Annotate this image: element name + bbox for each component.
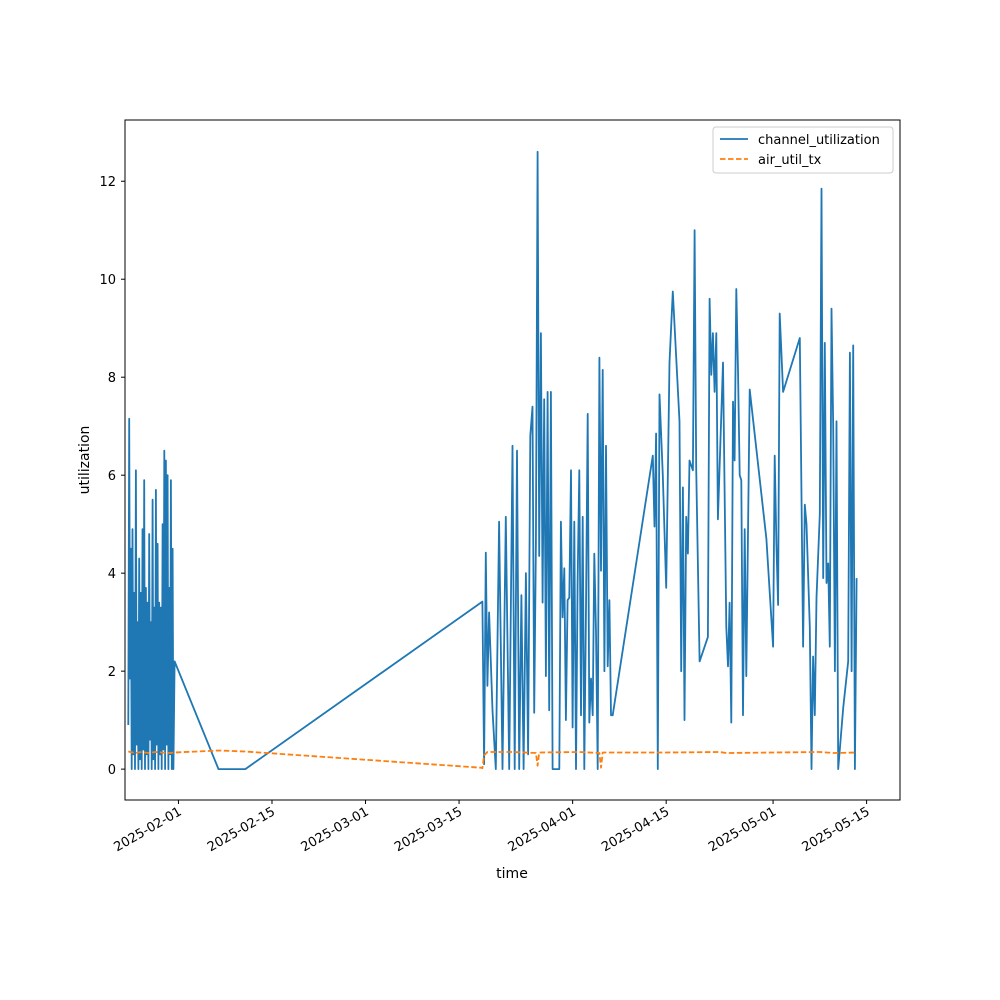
legend-label-channel-utilization: channel_utilization: [758, 133, 880, 148]
legend: channel_utilization air_util_tx: [712, 126, 894, 174]
y-tick-label: 0: [108, 763, 116, 778]
series-line-air-util-tx: [128, 749, 857, 770]
y-axis: 0 2 4 6 8 10 12: [99, 175, 125, 778]
y-tick-label: 2: [108, 665, 116, 680]
y-tick-label: 12: [99, 175, 116, 190]
series-line-channel-utilization: [127, 150, 858, 770]
legend-label-air-util-tx: air_util_tx: [758, 153, 822, 168]
x-axis-label: time: [496, 866, 528, 882]
y-tick-label: 8: [108, 371, 116, 386]
legend-box: [712, 126, 894, 174]
plot-area: [127, 150, 858, 770]
y-tick-label: 6: [108, 469, 116, 484]
y-tick-label: 10: [99, 273, 116, 288]
y-tick-label: 4: [108, 567, 116, 582]
axes-frame: [124, 119, 901, 801]
y-axis-label: utilization: [77, 426, 93, 495]
